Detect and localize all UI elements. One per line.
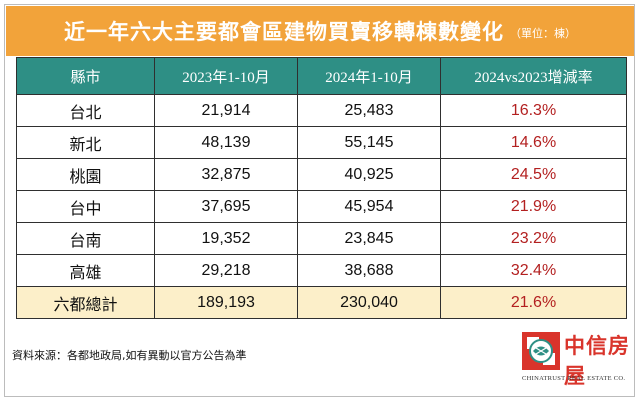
value-2024-cell: 40,925	[297, 158, 441, 191]
rate-cell: 23.2%	[440, 222, 627, 255]
total-2023-cell: 189,193	[154, 286, 298, 319]
table-row: 新北 48,139 55,145 14.6%	[16, 126, 627, 159]
header-rate: 2024vs2023增減率	[440, 57, 627, 95]
rate-cell: 24.5%	[440, 158, 627, 191]
table-row: 高雄 29,218 38,688 32.4%	[16, 254, 627, 287]
total-2024-cell: 230,040	[297, 286, 441, 319]
value-2024-cell: 55,145	[297, 126, 441, 159]
rate-cell: 21.9%	[440, 190, 627, 223]
rate-cell: 14.6%	[440, 126, 627, 159]
table-row: 台南 19,352 23,845 23.2%	[16, 222, 627, 255]
unit-label: （單位：棟）	[510, 27, 576, 40]
value-2023-cell: 21,914	[154, 94, 298, 127]
city-cell: 桃園	[16, 158, 155, 191]
value-2023-cell: 37,695	[154, 190, 298, 223]
table-row: 台中 37,695 45,954 21.9%	[16, 190, 627, 223]
value-2023-cell: 19,352	[154, 222, 298, 255]
header-city: 縣市	[16, 57, 155, 95]
value-2024-cell: 25,483	[297, 94, 441, 127]
rate-cell: 16.3%	[440, 94, 627, 127]
table-row: 台北 21,914 25,483 16.3%	[16, 94, 627, 127]
brand-logo: 中信房屋 CHINATRUST REAL ESTATE CO.	[520, 330, 632, 392]
logo-mark-icon	[522, 332, 560, 370]
total-rate-cell: 21.6%	[440, 286, 627, 319]
city-cell: 高雄	[16, 254, 155, 287]
title-bar: 近一年六大主要都會區建物買賣移轉棟數變化 （單位：棟）	[6, 6, 634, 56]
data-table: 縣市 2023年1-10月 2024年1-10月 2024vs2023增減率 台…	[16, 57, 627, 319]
city-cell: 新北	[16, 126, 155, 159]
header-2023: 2023年1-10月	[154, 57, 298, 95]
value-2024-cell: 23,845	[297, 222, 441, 255]
header-2024: 2024年1-10月	[297, 57, 441, 95]
value-2023-cell: 32,875	[154, 158, 298, 191]
value-2023-cell: 29,218	[154, 254, 298, 287]
total-row: 六都總計 189,193 230,040 21.6%	[16, 286, 627, 319]
value-2024-cell: 38,688	[297, 254, 441, 287]
brand-name: 中信房屋	[564, 334, 630, 388]
city-cell: 台中	[16, 190, 155, 223]
value-2023-cell: 48,139	[154, 126, 298, 159]
page-title: 近一年六大主要都會區建物買賣移轉棟數變化	[64, 20, 504, 44]
value-2024-cell: 45,954	[297, 190, 441, 223]
table-row: 桃園 32,875 40,925 24.5%	[16, 158, 627, 191]
city-cell: 台南	[16, 222, 155, 255]
city-cell: 台北	[16, 94, 155, 127]
brand-subtitle: CHINATRUST REAL ESTATE CO.	[522, 375, 626, 382]
rate-cell: 32.4%	[440, 254, 627, 287]
header-row: 縣市 2023年1-10月 2024年1-10月 2024vs2023增減率	[16, 57, 627, 95]
source-note: 資料來源：各都地政局,如有異動以官方公告為準	[12, 349, 247, 362]
total-city-cell: 六都總計	[16, 286, 155, 319]
